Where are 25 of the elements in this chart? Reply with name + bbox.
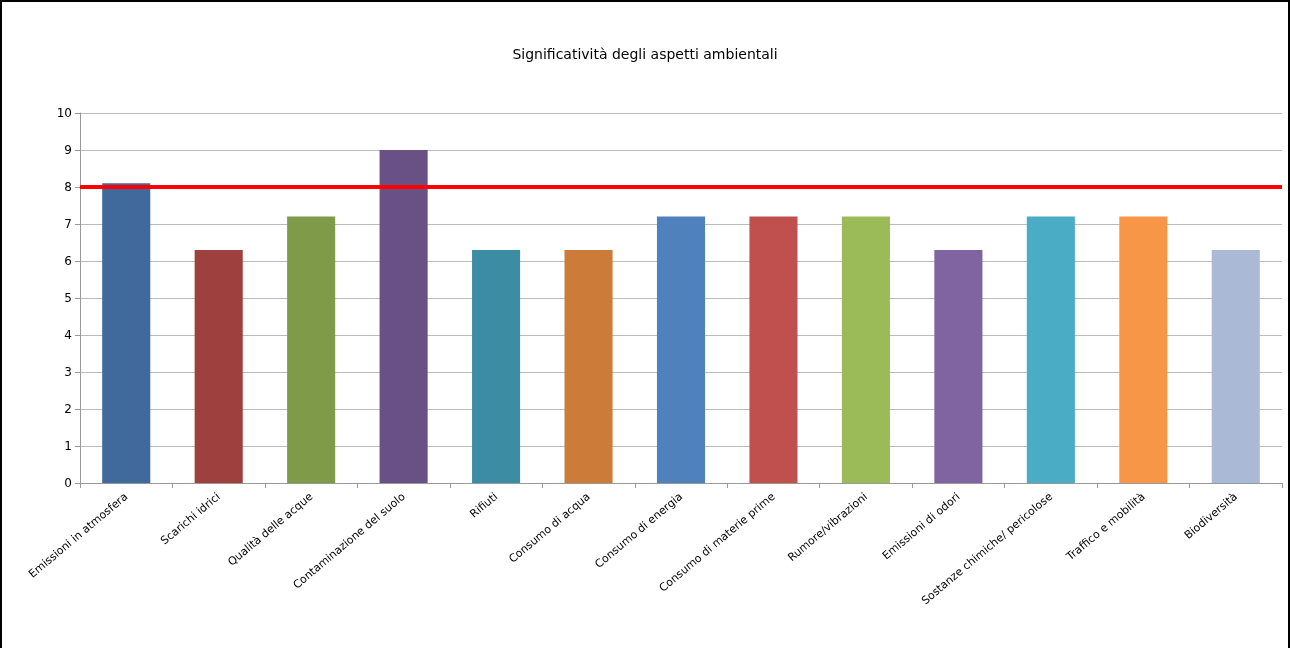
y-tick-label: 8 [64, 180, 72, 194]
y-tick-label: 3 [64, 365, 72, 379]
bar [564, 249, 613, 483]
y-tick-label: 10 [56, 106, 72, 120]
y-tick-label: 9 [64, 143, 72, 157]
bar [379, 150, 428, 483]
y-tick-label: 0 [64, 476, 72, 490]
bar [749, 216, 798, 483]
y-tick-label: 6 [64, 254, 72, 268]
bar [194, 249, 243, 483]
bar [102, 183, 151, 483]
bar [841, 216, 890, 483]
bar [1026, 216, 1075, 483]
y-tick-label: 4 [64, 328, 72, 342]
y-tick-label: 7 [64, 217, 72, 231]
bar [1119, 216, 1168, 483]
y-tick-label: 2 [64, 402, 72, 416]
bar [656, 216, 706, 483]
y-tick-label: 1 [64, 439, 72, 453]
bar [934, 249, 983, 483]
bar [1211, 249, 1260, 483]
chart-title: Significatività degli aspetti ambientali [512, 46, 778, 62]
bar [287, 216, 336, 483]
y-tick-label: 5 [64, 291, 72, 305]
bar [472, 249, 521, 483]
